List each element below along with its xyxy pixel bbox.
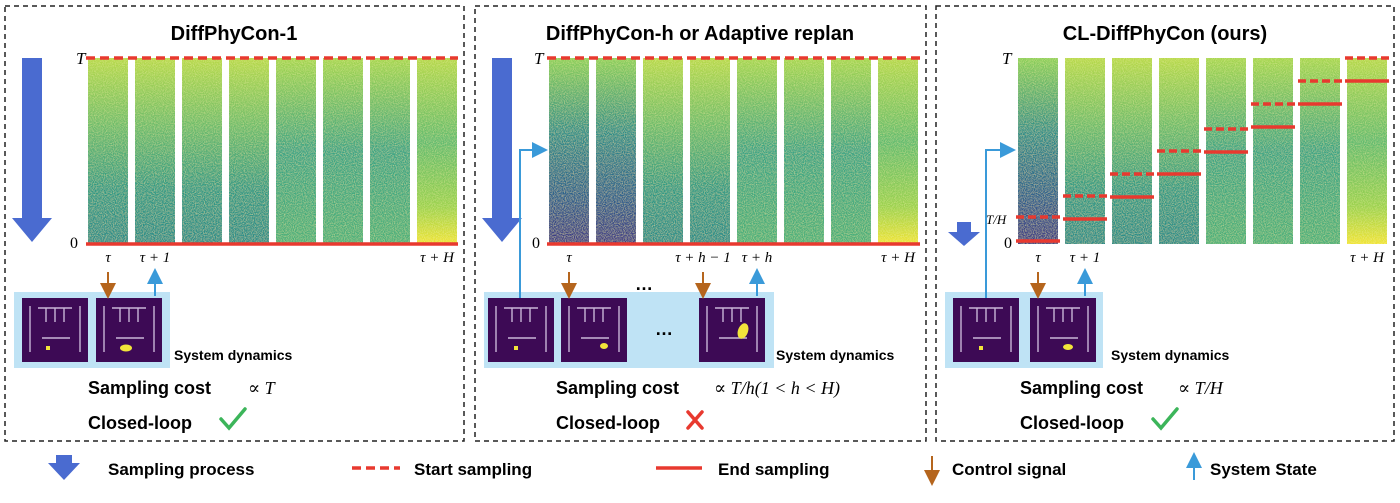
state-frame xyxy=(953,298,1019,362)
system-state-feedback-arrow-icon xyxy=(519,142,548,298)
legend: Sampling process Start sampling End samp… xyxy=(48,452,1317,486)
tick-tau-plus-h-minus-1: τ + h − 1 xyxy=(675,250,731,266)
check-icon xyxy=(1151,407,1179,431)
panel-border xyxy=(935,5,1395,442)
system-dynamics-label: System dynamics xyxy=(776,347,894,363)
system-dynamics-label: System dynamics xyxy=(174,347,292,363)
tick-tau-plus-1: τ + 1 xyxy=(1070,250,1101,266)
state-frame xyxy=(699,298,765,362)
sampling-cost-formula: ∝ T/H xyxy=(1178,378,1224,398)
legend-label-control-signal: Control signal xyxy=(952,460,1066,479)
panel-title: CL-DiffPhyCon (ours) xyxy=(1063,23,1267,45)
ellipsis-top: … xyxy=(635,274,653,294)
panel-cl-diffphycon: CL-DiffPhyCon (ours) T T/H 0 xyxy=(935,5,1395,442)
panel-diffphycon-1: DiffPhyCon-1 T 0 τ τ + 1 τ + H xyxy=(4,5,465,442)
panel-title: DiffPhyCon-1 xyxy=(171,23,298,45)
axis-mid-label: T/H xyxy=(986,212,1007,227)
state-frame xyxy=(1030,298,1096,362)
tick-tau: τ xyxy=(105,250,111,266)
tick-tau-plus-1: τ + 1 xyxy=(140,250,171,266)
staggered-sampling-lines xyxy=(1016,56,1389,243)
blue-down-arrow-icon xyxy=(48,455,80,480)
sampling-cost-label: Sampling cost xyxy=(88,378,211,398)
denoising-columns xyxy=(549,58,918,244)
system-state-feedback-arrow-icon xyxy=(985,142,1016,298)
axis-bottom-label: 0 xyxy=(532,235,540,252)
sampling-cost-label: Sampling cost xyxy=(1020,378,1143,398)
state-frame xyxy=(22,298,88,362)
tick-tau-plus-H: τ + H xyxy=(420,250,455,266)
ellipsis-frames: … xyxy=(655,319,673,339)
closed-loop-label: Closed-loop xyxy=(1020,413,1124,433)
sampling-process-arrow-icon xyxy=(948,222,980,246)
panel-border xyxy=(474,5,927,442)
panel-diffphycon-h: DiffPhyCon-h or Adaptive replan T 0 τ τ … xyxy=(474,5,927,442)
panel-title: DiffPhyCon-h or Adaptive replan xyxy=(546,23,854,45)
tick-tau: τ xyxy=(566,250,572,266)
sampling-process-arrow-icon xyxy=(12,58,52,242)
panel-border xyxy=(4,5,465,442)
tick-tau: τ xyxy=(1035,250,1041,266)
sampling-cost-formula: ∝ T/h(1 < h < H) xyxy=(714,378,840,399)
state-frame xyxy=(561,298,627,362)
closed-loop-label: Closed-loop xyxy=(88,413,192,433)
axis-top-label: T xyxy=(534,49,545,68)
axis-top-label: T xyxy=(76,49,87,68)
denoising-columns xyxy=(88,58,457,244)
legend-label-system-state: System State xyxy=(1210,460,1317,479)
cross-icon xyxy=(686,410,704,430)
check-icon xyxy=(219,407,247,431)
tick-tau-plus-h: τ + h xyxy=(742,250,773,266)
axis-bottom-label: 0 xyxy=(1004,235,1012,252)
sampling-process-arrow-icon xyxy=(482,58,522,242)
denoising-columns xyxy=(1018,58,1387,244)
axis-top-label: T xyxy=(1002,49,1013,68)
legend-label-sampling-process: Sampling process xyxy=(108,460,254,479)
legend-label-end-sampling: End sampling xyxy=(718,460,829,479)
state-frame xyxy=(96,298,162,362)
axis-bottom-label: 0 xyxy=(70,235,78,252)
system-dynamics-label: System dynamics xyxy=(1111,347,1229,363)
tick-tau-plus-H: τ + H xyxy=(1350,250,1385,266)
sampling-cost-label: Sampling cost xyxy=(556,378,679,398)
legend-label-start-sampling: Start sampling xyxy=(414,460,532,479)
sampling-cost-formula: ∝ T xyxy=(248,378,277,398)
state-frame xyxy=(488,298,554,362)
tick-tau-plus-H: τ + H xyxy=(881,250,916,266)
closed-loop-label: Closed-loop xyxy=(556,413,660,433)
